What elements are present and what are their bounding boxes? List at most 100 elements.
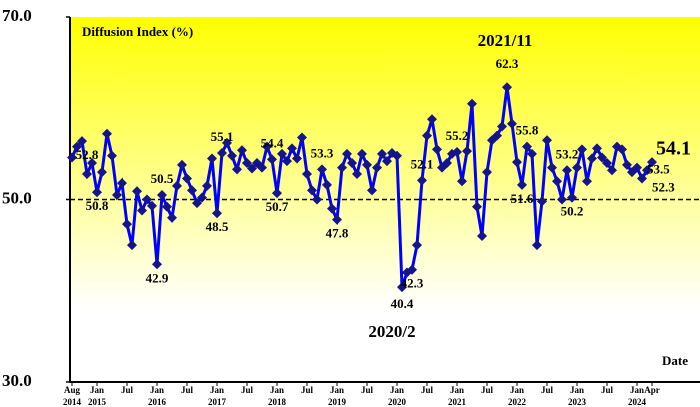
data-label: 53.3 <box>311 145 334 160</box>
data-point <box>262 141 272 152</box>
data-point <box>452 147 462 158</box>
data-label: 50.7 <box>266 199 289 214</box>
x-tick-label: Jan 2024 <box>628 385 647 407</box>
x-tick-label: Jul <box>241 385 254 395</box>
data-point <box>237 145 247 156</box>
data-point <box>502 82 512 93</box>
data-point <box>347 158 357 168</box>
data-point <box>132 186 142 197</box>
data-point <box>542 135 552 146</box>
data-point <box>412 240 422 251</box>
data-point <box>182 173 192 184</box>
data-point <box>592 143 602 154</box>
data-point <box>297 132 307 143</box>
data-point <box>267 154 277 165</box>
data-point <box>532 240 542 251</box>
data-point <box>82 168 92 179</box>
data-point <box>242 158 252 168</box>
data-point <box>67 152 77 163</box>
data-label: 55.8 <box>516 123 539 138</box>
x-tick-label: Jul <box>481 385 494 395</box>
data-point <box>212 208 222 219</box>
data-point <box>547 162 557 173</box>
data-point <box>422 130 432 141</box>
data-label: 54.4 <box>261 135 284 150</box>
data-point <box>397 282 407 293</box>
data-point <box>92 187 102 198</box>
data-label: 52.3 <box>652 179 675 194</box>
data-point <box>342 148 352 159</box>
x-tick-label: Jan 2016 <box>148 385 167 407</box>
data-point <box>87 158 97 168</box>
data-point <box>517 179 527 190</box>
data-point <box>602 158 612 168</box>
data-point <box>187 185 197 196</box>
x-tick-label: Jan 2021 <box>448 385 467 407</box>
data-point <box>272 188 282 199</box>
data-point <box>147 200 157 211</box>
x-tick-label: Jan 2020 <box>388 385 407 407</box>
data-point <box>482 167 492 178</box>
data-point <box>647 157 657 168</box>
data-point <box>367 185 377 196</box>
data-point <box>102 128 112 139</box>
x-tick-label: Jan 2022 <box>508 385 527 407</box>
data-point <box>107 150 117 161</box>
data-label: 55.2 <box>446 128 469 143</box>
data-point <box>512 157 522 168</box>
data-point <box>432 144 442 155</box>
data-label: 51.6 <box>511 191 534 206</box>
data-point <box>537 196 547 207</box>
data-point <box>222 137 232 148</box>
data-point <box>472 201 482 212</box>
data-label: 53.2 <box>556 146 579 161</box>
data-point <box>442 158 452 168</box>
data-point <box>337 162 347 173</box>
data-point <box>407 264 417 275</box>
data-point <box>227 150 237 161</box>
data-point <box>497 121 507 132</box>
data-label: 50.8 <box>86 198 109 213</box>
data-point <box>392 150 402 161</box>
data-point <box>77 136 87 147</box>
data-label: 55.1 <box>211 129 234 144</box>
data-point <box>312 194 322 205</box>
data-point <box>372 162 382 173</box>
data-point <box>597 152 607 163</box>
data-point <box>197 192 207 203</box>
data-point <box>152 259 162 270</box>
data-point <box>327 203 337 214</box>
data-label: 62.3 <box>496 56 519 71</box>
data-point <box>567 192 577 203</box>
data-label: 50.5 <box>151 171 174 186</box>
x-tick-label: Jan 2018 <box>268 385 287 407</box>
y-tick-label: 50.0 <box>2 188 32 207</box>
x-axis-label: Date <box>662 353 688 368</box>
data-point <box>467 98 477 109</box>
data-point <box>97 167 107 178</box>
data-point <box>552 176 562 187</box>
data-point <box>287 143 297 154</box>
data-point <box>247 163 257 174</box>
annotation: 2021/11 <box>478 31 533 50</box>
data-point <box>172 180 182 191</box>
data-point <box>277 148 287 159</box>
data-point <box>232 164 242 175</box>
data-point <box>307 185 317 196</box>
data-point <box>127 240 137 251</box>
data-point <box>257 162 267 173</box>
data-point <box>507 118 517 129</box>
x-tick-label: Jul <box>181 385 194 395</box>
data-point <box>162 201 172 212</box>
data-point <box>177 159 187 170</box>
data-label: 54.1 <box>656 138 691 160</box>
x-tick-label: Jul <box>301 385 314 395</box>
data-point <box>202 180 212 191</box>
x-tick-label: Jan 2015 <box>88 385 107 407</box>
x-tick-label: Aug 2014 <box>63 385 82 407</box>
data-point <box>217 147 227 158</box>
data-point <box>522 141 532 152</box>
data-point <box>207 153 217 164</box>
data-point <box>622 159 632 170</box>
